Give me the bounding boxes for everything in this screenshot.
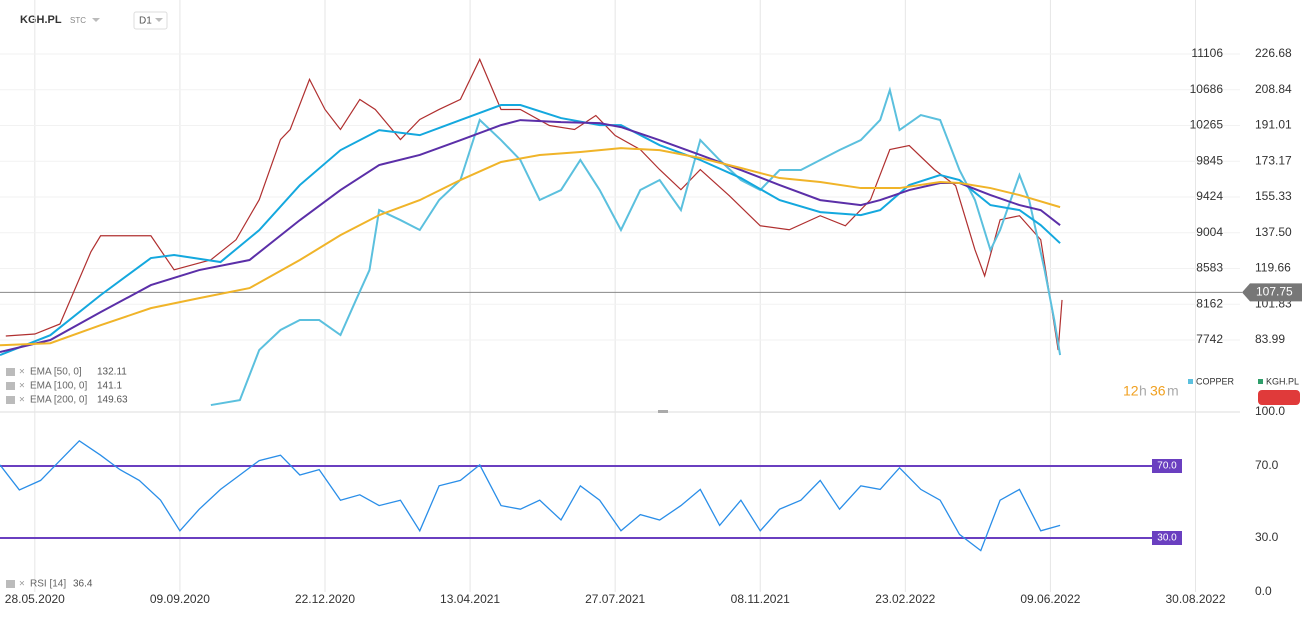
timer-h: h [1139,383,1147,399]
legend-value: 149.63 [97,395,128,406]
legend-swatch [1258,379,1263,384]
price-tag [1242,283,1302,302]
legend-close: × [19,381,25,392]
rsi-tick-label: 70.0 [1255,458,1279,472]
y-tick-label: 208.84 [1255,82,1292,96]
legend-name: EMA [50, 0] [30,367,82,378]
interval: D1 [139,16,152,27]
rsi-legend-value: 36.4 [73,579,93,590]
y2-tick-label: 9004 [1196,225,1223,239]
y2-tick-label: 10265 [1190,118,1224,132]
y2-tick-label: 9424 [1196,189,1223,203]
interval-box[interactable] [133,11,168,30]
x-tick-label: 09.06.2022 [1020,592,1080,606]
legend-icon [6,368,15,376]
legend-value: 132.11 [97,367,127,378]
timer-m: m [1167,383,1179,399]
y-tick-label: 119.66 [1255,261,1291,275]
x-tick-label: 08.11.2021 [731,592,790,606]
timer-hours: 12 [1123,383,1139,399]
legend-icon [6,382,15,390]
legend-swatch [1188,379,1193,384]
market: STC [70,16,86,25]
timer-minutes: 36 [1150,383,1166,399]
x-tick-label: 30.08.2022 [1165,592,1225,606]
rsi-level-label: 30.0 [1157,533,1177,544]
price-tag-label: 107.75 [1256,285,1293,299]
rsi-line [0,439,1061,552]
y2-tick-label: 8583 [1196,261,1223,275]
legend-label: KGH.PL [1266,376,1299,386]
series-line [210,86,1062,407]
rsi-level-box [1152,531,1182,545]
rsi-legend-name: RSI [14] [30,579,66,590]
legend-name: EMA [200, 0] [30,395,87,406]
x-tick-label: 22.12.2020 [295,592,355,606]
rsi-tick-label: 100.0 [1255,404,1285,418]
interval-dropdown [155,18,163,22]
symbol: KGH.PL [20,14,62,26]
rsi-level-box [1152,459,1182,473]
legend-value: 141.1 [97,381,122,392]
x-tick-label: 28.05.2020 [5,592,65,606]
y-tick-label: 191.01 [1255,118,1292,132]
rsi-tick-label: 0.0 [1255,584,1272,598]
rsi-level-label: 70.0 [1157,461,1177,472]
x-tick-label: 09.09.2020 [150,592,210,606]
trade-button[interactable] [1258,390,1300,405]
legend-close: × [19,367,25,378]
series-line [0,147,1061,347]
x-tick-label: 13.04.2021 [440,592,500,606]
legend-icon [6,580,15,588]
series-line [0,119,1061,354]
legend-name: EMA [100, 0] [30,381,87,392]
panel-handle[interactable] [658,410,668,413]
y-tick-label: 83.99 [1255,332,1285,346]
series-line [5,57,1063,351]
x-tick-label: 23.02.2022 [875,592,935,606]
y-tick-label: 155.33 [1255,189,1292,203]
legend-label: COPPER [1196,376,1235,386]
market-dropdown[interactable] [92,18,100,22]
y2-tick-label: 10686 [1190,82,1224,96]
legend-icon [6,396,15,404]
y2-tick-label: 11106 [1191,46,1223,60]
y2-tick-label: 7742 [1196,332,1223,346]
y-tick-label: 137.50 [1255,225,1292,239]
y2-tick-label: 8162 [1196,296,1223,310]
legend-close: × [19,395,25,406]
x-tick-label: 27.07.2021 [585,592,645,606]
series-line [0,104,1061,356]
rsi-tick-label: 30.0 [1255,530,1279,544]
y-tick-label: 226.68 [1255,46,1292,60]
legend-close: × [19,579,25,590]
y-tick-label: 173.17 [1255,153,1292,167]
y2-tick-label: 9845 [1196,153,1223,167]
